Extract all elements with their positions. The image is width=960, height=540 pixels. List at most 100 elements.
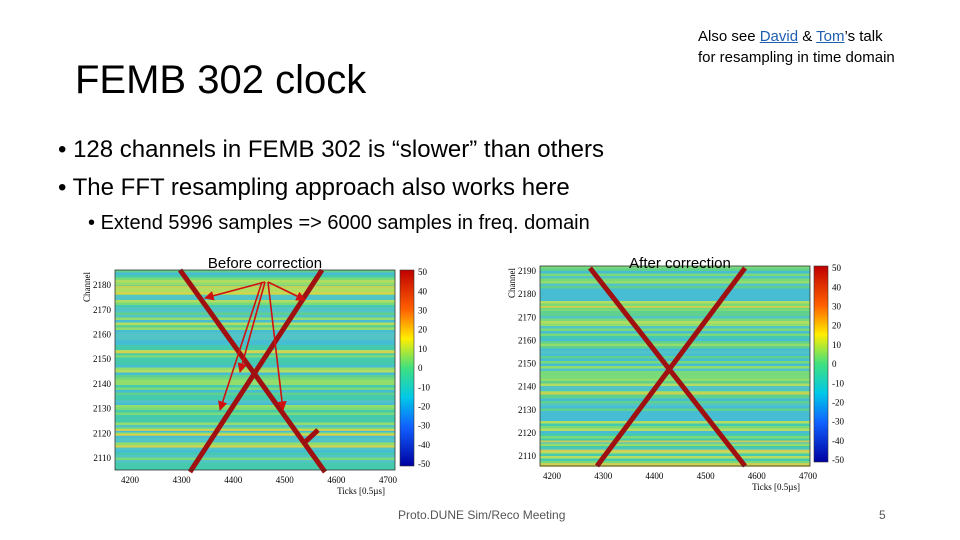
plot-label: After correction (629, 255, 731, 272)
footer-meeting: Proto.DUNE Sim/Reco Meeting (398, 508, 566, 522)
frame (114, 269, 396, 471)
heatmap-row (540, 406, 810, 409)
heatmap-row (540, 458, 810, 461)
heatmap-row (115, 440, 395, 443)
heatmap-row (115, 407, 395, 410)
heatmap-row (540, 328, 810, 331)
x-tick-label: 4200 (543, 471, 562, 481)
colorbar-tick-label: 20 (832, 321, 842, 331)
heatmap-row (115, 355, 395, 358)
heatmap-row (115, 435, 395, 438)
colorbar-tick-label: 40 (418, 286, 428, 296)
heatmap-row (540, 411, 810, 414)
colorbar-tick-label: 50 (832, 263, 842, 273)
heatmap-row (540, 351, 810, 354)
heatmap-row (540, 278, 810, 281)
y-axis-title: Channel (82, 272, 92, 302)
heatmap-row (540, 431, 810, 434)
colorbar-tick-label: -40 (418, 440, 430, 450)
heatmap-row (540, 438, 810, 441)
heatmap-row (540, 336, 810, 339)
colorbar-tick-label: -10 (832, 378, 844, 388)
heatmap-row (115, 425, 395, 428)
heatmap-stripe (115, 285, 395, 288)
heatmap-row (540, 283, 810, 286)
link[interactable]: Tom (816, 28, 845, 45)
heatmap-row (115, 465, 395, 468)
heatmap-row (540, 298, 810, 301)
heatmap-row (115, 345, 395, 348)
heatmap-row (115, 417, 395, 420)
y-tick-label: 2140 (518, 382, 537, 392)
colorbar-tick-label: -20 (418, 401, 430, 411)
heatmap-row (115, 320, 395, 323)
bullet-text: Extend 5996 samples => 6000 samples in f… (100, 212, 590, 234)
colorbar-tick-label: -40 (832, 436, 844, 446)
x-tick-label: 4600 (327, 475, 346, 485)
colorbar-tick-label: 30 (418, 305, 428, 315)
heatmap-row (115, 287, 395, 290)
heatmap-row (540, 343, 810, 346)
heatmap-row (540, 423, 810, 426)
heatmap-row (540, 331, 810, 334)
heatmap-row (115, 342, 395, 345)
heatmap-row (115, 280, 395, 283)
colorbar-tick-label: -30 (832, 417, 844, 427)
heatmap-stripe (115, 351, 395, 354)
heatmap-row (115, 360, 395, 363)
y-tick-label: 2150 (518, 359, 537, 369)
arrow (237, 281, 266, 373)
heatmap-row (540, 286, 810, 289)
heatmap-stripe (540, 392, 810, 395)
heatmap-row (540, 353, 810, 356)
frame (539, 265, 811, 467)
heatmap-row (115, 357, 395, 360)
heatmap-row (540, 271, 810, 274)
heatmap-row (115, 272, 395, 275)
heatmap-row (540, 393, 810, 396)
heatmap-row (540, 446, 810, 449)
heatmap-row (540, 368, 810, 371)
heatmap-row (540, 346, 810, 349)
heatmap-row (540, 386, 810, 389)
heatmap-row (540, 321, 810, 324)
heatmap-row (115, 340, 395, 343)
y-tick-label: 2170 (518, 312, 537, 322)
heatmap-row (115, 405, 395, 408)
heatmap-row (115, 430, 395, 433)
heatmap-row (115, 410, 395, 413)
heatmap-row (115, 412, 395, 415)
heatmap-row (540, 338, 810, 341)
heatmap-row (540, 381, 810, 384)
x-axis-title: Ticks [0.5µs] (337, 486, 385, 496)
link[interactable]: David (759, 28, 799, 45)
heatmap-stripe (115, 428, 395, 431)
heatmap-row (115, 452, 395, 455)
heatmap-row (540, 303, 810, 306)
heatmap-row (540, 308, 810, 311)
heatmap-row (115, 437, 395, 440)
slide-title: FEMB 302 clock (75, 58, 367, 102)
heatmap-row (115, 330, 395, 333)
heatmap-row (115, 462, 395, 465)
heatmap-row (115, 322, 395, 325)
heatmap-row (115, 467, 395, 470)
heatmap-row (115, 422, 395, 425)
heatmap-row (115, 332, 395, 335)
heatmap-row (115, 447, 395, 450)
heatmap-row (115, 290, 395, 293)
heatmap-row (540, 366, 810, 369)
heatmap-row (115, 310, 395, 313)
heatmap-row (115, 297, 395, 300)
heatmap-row (115, 307, 395, 310)
x-tick-label: 4700 (379, 475, 398, 485)
heatmap-row (540, 421, 810, 424)
heatmap-stripe (540, 463, 810, 466)
heatmap-row (115, 295, 395, 298)
note-text: for resampling in time domain (698, 49, 895, 66)
heatmap-row (540, 418, 810, 421)
signal-track (187, 268, 325, 474)
heatmap-row (540, 396, 810, 399)
note-text: & (802, 28, 813, 45)
